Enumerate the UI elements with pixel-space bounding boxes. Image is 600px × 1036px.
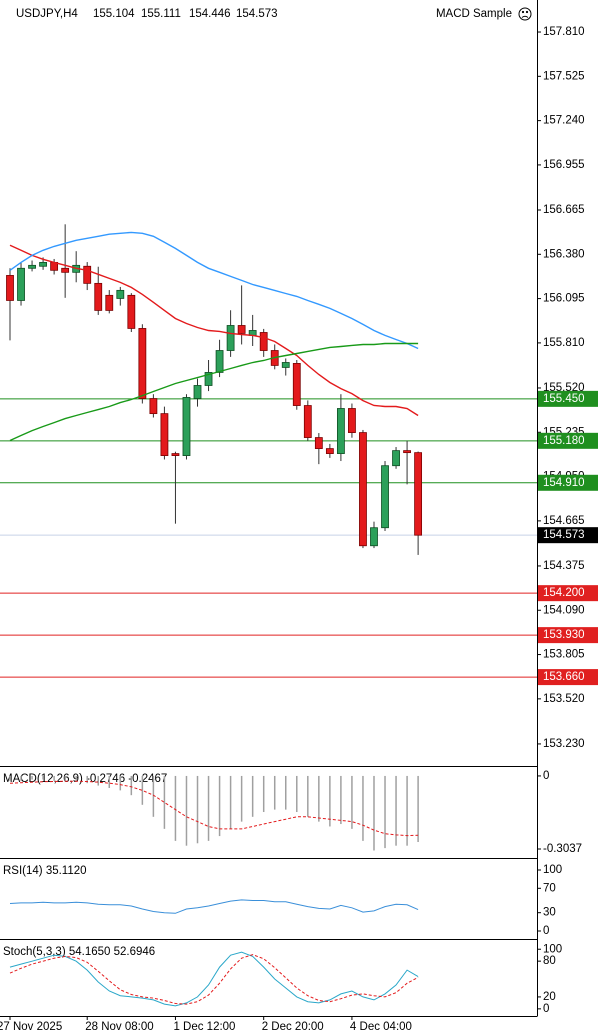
indicator-line	[9, 780, 419, 837]
close: 154.573	[236, 8, 278, 20]
candle-body	[83, 265, 92, 284]
level-label: 154.910	[543, 477, 585, 489]
candle-body	[237, 325, 246, 334]
level-label-bg	[538, 390, 598, 407]
candle-body	[403, 450, 411, 454]
candle-body	[281, 362, 290, 368]
y-tick-label: 80	[543, 955, 556, 967]
x-tick-label: 2 Dec 20:00	[262, 1021, 324, 1033]
candle-body	[138, 328, 147, 399]
x-tick-label: 4 Dec 04:00	[350, 1021, 412, 1033]
candle-body	[303, 405, 312, 438]
plot-layer	[0, 224, 537, 678]
indicator-line	[9, 231, 419, 350]
level-label: 154.200	[543, 587, 585, 599]
candle-body	[370, 527, 378, 547]
candle-body	[226, 325, 235, 351]
y-tick-label: 30	[543, 907, 556, 919]
level-label-bg	[538, 432, 598, 449]
pane-title: MACD(12,26,9) -0.2746 -0.2467	[3, 773, 167, 785]
x-tick-label: 28 Nov 08:00	[85, 1021, 153, 1033]
y-tick-label: 153.230	[543, 738, 585, 750]
candle-body	[17, 267, 25, 301]
level-label-bg	[538, 474, 598, 491]
candle-body	[105, 294, 114, 311]
price-label-bg	[538, 527, 598, 544]
y-tick-label: 0	[543, 770, 549, 782]
indicator-line	[9, 899, 419, 914]
candle-body	[61, 267, 70, 273]
y-tick-label: 100	[543, 943, 562, 955]
candle-body	[259, 332, 268, 351]
candle-body	[336, 408, 345, 454]
y-tick-label: 156.095	[543, 293, 585, 305]
y-tick-label: 70	[543, 882, 556, 894]
low: 154.446	[189, 8, 231, 20]
y-tick-label: 156.665	[543, 204, 585, 216]
candle-body	[39, 261, 47, 267]
candle-body	[160, 413, 169, 456]
candle-body	[193, 385, 202, 399]
expert-icon[interactable]	[518, 7, 532, 21]
y-tick-label: 157.525	[543, 70, 585, 82]
level-label: 155.180	[543, 435, 585, 447]
frame	[0, 0, 538, 1017]
pane-title: Stoch(5,3,3) 54.1650 52.6946	[3, 946, 155, 958]
y-tick-label: 154.090	[543, 604, 585, 616]
y-tick-label: 100	[543, 864, 562, 876]
y-tick-label: 0	[543, 925, 549, 937]
open: 155.104	[93, 8, 135, 20]
y-tick-label: 156.955	[543, 159, 585, 171]
y-tick-label: 154.375	[543, 560, 585, 572]
candle-body	[171, 453, 180, 456]
candle-body	[314, 437, 323, 449]
candle-body	[94, 282, 103, 311]
y-tick-label: 20	[543, 991, 556, 1003]
candle-body	[182, 397, 191, 456]
indicator-line	[9, 951, 419, 1007]
y-tick-label: 155.810	[543, 337, 585, 349]
level-label-bg	[538, 585, 598, 602]
candle-body	[348, 408, 356, 433]
price-label: 154.573	[543, 529, 585, 541]
expert-name: MACD Sample	[436, 8, 512, 20]
y-tick-label: 0	[543, 1003, 549, 1015]
level-label-bg	[538, 627, 598, 644]
y-tick-label: -0.3037	[543, 843, 582, 855]
symbol: USDJPY,H4	[16, 8, 78, 20]
candle-body	[127, 294, 136, 329]
y-tick-label: 153.805	[543, 649, 585, 661]
candle-body	[381, 465, 389, 529]
candle-body	[116, 289, 125, 299]
candle-body	[149, 398, 158, 415]
candle-body	[392, 450, 400, 467]
x-tick-label: 1 Dec 12:00	[173, 1021, 235, 1033]
high: 155.111	[141, 8, 181, 20]
x-tick-label: 27 Nov 2025	[0, 1021, 62, 1033]
candle-body	[6, 275, 14, 301]
header-bg	[0, 2, 238, 26]
y-tick-label: 156.380	[543, 248, 585, 260]
candle-body	[292, 363, 301, 406]
level-label: 153.660	[543, 671, 585, 683]
candle-body	[414, 452, 423, 536]
level-label: 155.450	[543, 393, 585, 405]
candle-body	[215, 350, 224, 373]
indicator-line	[9, 244, 419, 417]
candle-body	[325, 448, 334, 454]
indicator-line	[9, 342, 419, 442]
candle-body	[359, 432, 367, 547]
candle-body	[28, 264, 36, 269]
candle-body	[204, 372, 213, 386]
indicator-line	[9, 954, 419, 1005]
level-label: 153.930	[543, 629, 585, 641]
pane-title: RSI(14) 35.1120	[3, 865, 87, 877]
y-tick-label: 157.240	[543, 115, 585, 127]
y-tick-label: 153.520	[543, 693, 585, 705]
y-tick-label: 154.665	[543, 515, 585, 527]
y-tick-label: 157.810	[543, 26, 585, 38]
level-label-bg	[538, 669, 598, 686]
